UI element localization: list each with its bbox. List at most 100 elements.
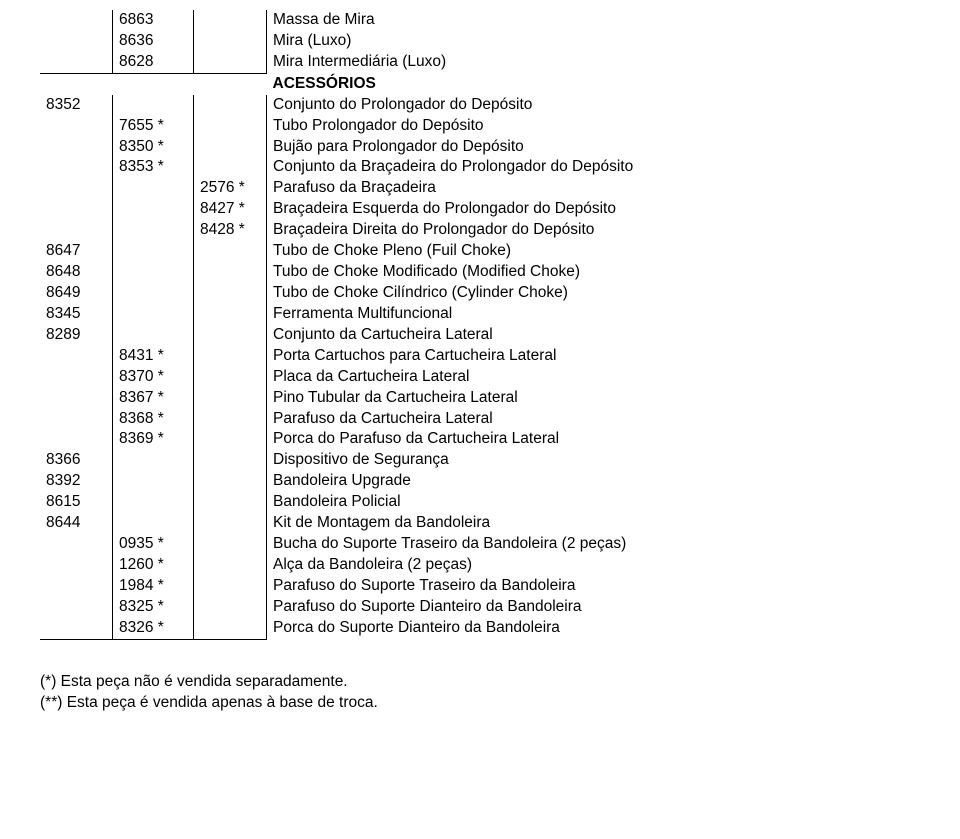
cell-col1: 8345 bbox=[40, 304, 113, 325]
cell-col3 bbox=[194, 471, 267, 492]
cell-col3: 8428 * bbox=[194, 220, 267, 241]
table-row: 8615Bandoleira Policial bbox=[40, 492, 920, 513]
cell-col3 bbox=[194, 95, 267, 116]
cell-col1: 8366 bbox=[40, 450, 113, 471]
cell-col2: 1984 * bbox=[113, 576, 194, 597]
cell-col3 bbox=[194, 241, 267, 262]
cell-col4: Tubo de Choke Modificado (Modified Choke… bbox=[267, 262, 921, 283]
cell-col3 bbox=[194, 262, 267, 283]
cell-col4: Bandoleira Upgrade bbox=[267, 471, 921, 492]
cell-col1 bbox=[40, 597, 113, 618]
cell-col2 bbox=[113, 471, 194, 492]
cell-col3: 2576 * bbox=[194, 178, 267, 199]
cell-col4: Tubo de Choke Pleno (Fuil Choke) bbox=[267, 241, 921, 262]
cell-col3 bbox=[194, 367, 267, 388]
cell-col4: Parafuso do Suporte Dianteiro da Bandole… bbox=[267, 597, 921, 618]
table-row: 0935 * Bucha do Suporte Traseiro da Bando… bbox=[40, 534, 920, 555]
table-row: 8649 Tubo de Choke Cilíndrico (Cylinder C… bbox=[40, 283, 920, 304]
cell-col4: Tubo de Choke Cilíndrico (Cylinder Choke… bbox=[267, 283, 921, 304]
cell-col4: Massa de Mira bbox=[267, 10, 921, 31]
cell-col2 bbox=[113, 220, 194, 241]
cell-col4: Mira Intermediária (Luxo) bbox=[267, 52, 921, 73]
cell-col1: 8352 bbox=[40, 95, 113, 116]
cell-col2: 8370 * bbox=[113, 367, 194, 388]
cell-col1 bbox=[40, 388, 113, 409]
cell-col3 bbox=[194, 325, 267, 346]
cell-col2 bbox=[113, 241, 194, 262]
cell-col1 bbox=[40, 74, 113, 95]
cell-col3 bbox=[194, 31, 267, 52]
cell-col4: Placa da Cartucheira Lateral bbox=[267, 367, 921, 388]
cell-col1 bbox=[40, 52, 113, 73]
cell-col3 bbox=[194, 618, 267, 639]
cell-col1: 8647 bbox=[40, 241, 113, 262]
cell-col4: Bucha do Suporte Traseiro da Bandoleira … bbox=[267, 534, 921, 555]
cell-col3 bbox=[194, 555, 267, 576]
cell-col3 bbox=[194, 52, 267, 73]
cell-col1: 8644 bbox=[40, 513, 113, 534]
cell-col2: 6863 bbox=[113, 10, 194, 31]
table-row: 2576 *Parafuso da Braçadeira bbox=[40, 178, 920, 199]
cell-col1 bbox=[40, 178, 113, 199]
table-row: 8352 Conjunto do Prolongador do Depósito bbox=[40, 95, 920, 116]
cell-col4: Parafuso da Braçadeira bbox=[267, 178, 921, 199]
cell-col1 bbox=[40, 409, 113, 430]
table-row: 8392Bandoleira Upgrade bbox=[40, 471, 920, 492]
cell-col2: 8628 bbox=[113, 52, 194, 73]
cell-col4: Porca do Suporte Dianteiro da Bandoleira bbox=[267, 618, 921, 639]
cell-col3 bbox=[194, 10, 267, 31]
cell-col1 bbox=[40, 116, 113, 137]
cell-col4: ACESSÓRIOS bbox=[267, 74, 921, 95]
cell-col2 bbox=[113, 283, 194, 304]
table-row: 8326 * Porca do Suporte Dianteiro da Band… bbox=[40, 618, 920, 639]
table-row: 8370 * Placa da Cartucheira Lateral bbox=[40, 367, 920, 388]
table-row: 8289Conjunto da Cartucheira Lateral bbox=[40, 325, 920, 346]
cell-col1 bbox=[40, 555, 113, 576]
table-row: 8431 *Porta Cartuchos para Cartucheira L… bbox=[40, 346, 920, 367]
cell-col3 bbox=[194, 409, 267, 430]
cell-col3 bbox=[194, 137, 267, 158]
table-row: 7655 *Tubo Prolongador do Depósito bbox=[40, 116, 920, 137]
table-row: 8636Mira (Luxo) bbox=[40, 31, 920, 52]
cell-col3 bbox=[194, 576, 267, 597]
cell-col4: Braçadeira Direita do Prolongador do Dep… bbox=[267, 220, 921, 241]
cell-col1: 8649 bbox=[40, 283, 113, 304]
cell-col1 bbox=[40, 367, 113, 388]
footnote-2: (**) Esta peça é vendida apenas à base d… bbox=[40, 693, 920, 714]
cell-col1 bbox=[40, 429, 113, 450]
cell-col2 bbox=[113, 199, 194, 220]
cell-col2: 8367 * bbox=[113, 388, 194, 409]
footnotes: (*) Esta peça não é vendida separadament… bbox=[40, 672, 920, 714]
cell-col2 bbox=[113, 262, 194, 283]
cell-col2: 0935 * bbox=[113, 534, 194, 555]
cell-col3 bbox=[194, 513, 267, 534]
cell-col2 bbox=[113, 450, 194, 471]
cell-col4: Mira (Luxo) bbox=[267, 31, 921, 52]
table-row: 8648 Tubo de Choke Modificado (Modified C… bbox=[40, 262, 920, 283]
cell-col1 bbox=[40, 137, 113, 158]
cell-col2: 8350 * bbox=[113, 137, 194, 158]
cell-col3 bbox=[194, 304, 267, 325]
cell-col1 bbox=[40, 618, 113, 639]
table-row: 8628 Mira Intermediária (Luxo) bbox=[40, 52, 920, 73]
cell-col3 bbox=[194, 388, 267, 409]
cell-col4: Kit de Montagem da Bandoleira bbox=[267, 513, 921, 534]
table-row: 8369 *Porca do Parafuso da Cartucheira L… bbox=[40, 429, 920, 450]
cell-col4: Parafuso do Suporte Traseiro da Bandolei… bbox=[267, 576, 921, 597]
cell-col1: 8648 bbox=[40, 262, 113, 283]
cell-col1 bbox=[40, 220, 113, 241]
cell-col4: Braçadeira Esquerda do Prolongador do De… bbox=[267, 199, 921, 220]
cell-col4: Conjunto do Prolongador do Depósito bbox=[267, 95, 921, 116]
parts-table: 6863 Massa de Mira8636Mira (Luxo)8628 Mira… bbox=[40, 10, 920, 640]
table-row: 8427 *Braçadeira Esquerda do Prolongador… bbox=[40, 199, 920, 220]
table-row: 1984 * Parafuso do Suporte Traseiro da Ba… bbox=[40, 576, 920, 597]
cell-col2: 8326 * bbox=[113, 618, 194, 639]
table-row: 8325 *Parafuso do Suporte Dianteiro da B… bbox=[40, 597, 920, 618]
cell-col3 bbox=[194, 534, 267, 555]
table-row: 1260 *Alça da Bandoleira (2 peças) bbox=[40, 555, 920, 576]
cell-col4: Conjunto da Cartucheira Lateral bbox=[267, 325, 921, 346]
table-row: 8350 *Bujão para Prolongador do Depósito bbox=[40, 137, 920, 158]
cell-col2: 8431 * bbox=[113, 346, 194, 367]
cell-col3 bbox=[194, 597, 267, 618]
table-row: 8428 *Braçadeira Direita do Prolongador … bbox=[40, 220, 920, 241]
